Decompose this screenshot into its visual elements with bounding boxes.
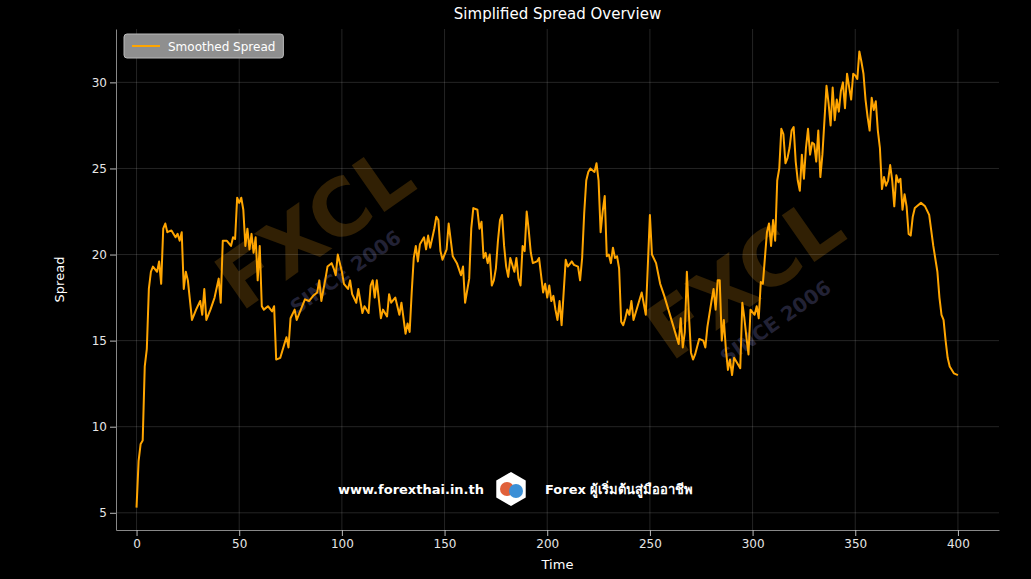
tick-label: 250 [639, 537, 662, 551]
title: Simplified Spread Overview [454, 5, 661, 23]
chart: FXCLSINCE 2006FXCLSINCE 2006050100150200… [0, 0, 1031, 579]
site-slogan: Forex ผู้เริ่มต้นสู่มืออาชีพ [545, 480, 693, 498]
tick-label: 50 [232, 537, 247, 551]
grid-line-y [116, 426, 999, 427]
tick: 5 [99, 506, 116, 520]
grid-line-x [957, 29, 958, 530]
background [0, 0, 1031, 579]
grid-line-y [116, 168, 999, 169]
grid-line-x [547, 29, 548, 530]
tick: 250 [639, 530, 662, 551]
x-axis: 0 50 100 150 200 250 300 350 400 [117, 530, 1000, 551]
tick-mark [547, 530, 548, 536]
grid-line-x [752, 29, 753, 530]
x-axis-title: Time [541, 557, 574, 572]
logo-badge [496, 472, 525, 506]
tick-label: 300 [742, 537, 765, 551]
tick: 50 [232, 530, 247, 551]
tick-label: 10 [92, 420, 107, 434]
tick: 400 [947, 530, 970, 551]
tick-mark [958, 530, 959, 536]
spread-line [137, 51, 958, 507]
tick-mark [855, 530, 856, 536]
logo-mark [509, 484, 523, 498]
tick-mark [110, 255, 116, 256]
tick-mark [110, 341, 116, 342]
tick: 10 [92, 420, 116, 434]
grid-line-x [239, 29, 240, 530]
tick-label: 400 [947, 537, 970, 551]
site-url: www.forexthai.in.th [338, 482, 484, 497]
legend-label: Smoothed Spread [168, 40, 275, 54]
tick: 0 [133, 530, 141, 551]
tick-label: 350 [844, 537, 867, 551]
tick-mark [110, 82, 116, 83]
grid-line-y [116, 340, 999, 341]
tick-mark [753, 530, 754, 536]
grid-line-y [116, 82, 999, 83]
tick-label: 100 [331, 537, 354, 551]
tick: 350 [844, 530, 867, 551]
axis-line [117, 530, 1000, 531]
tick: 25 [92, 162, 116, 176]
legend: Smoothed Spread [124, 34, 283, 58]
tick-label: 0 [133, 537, 141, 551]
tick: 300 [742, 530, 765, 551]
tick-label: 5 [99, 506, 107, 520]
watermark-since: SINCE 2006 [716, 275, 836, 369]
tick-mark [110, 427, 116, 428]
tick-label: 150 [434, 537, 457, 551]
watermark-logo: FXCL [630, 179, 860, 378]
grid [116, 29, 999, 530]
tick-mark [110, 513, 116, 514]
legend-swatch [132, 45, 160, 47]
grid-line-x [136, 29, 137, 530]
tick-mark [445, 530, 446, 536]
tick-label: 25 [92, 162, 107, 176]
tick-label: 30 [92, 76, 107, 90]
grid-line-x [855, 29, 856, 530]
plot-area [137, 51, 958, 507]
tick-mark [110, 168, 116, 169]
tick-mark [137, 530, 138, 536]
tick: 200 [536, 530, 559, 551]
tick: 100 [331, 530, 354, 551]
tick: 30 [92, 76, 116, 90]
legend-box [124, 34, 283, 58]
grid-line-x [444, 29, 445, 530]
tick: 20 [92, 248, 116, 262]
y-axis: 5 10 15 20 25 30 [92, 30, 117, 531]
tick-label: 20 [92, 248, 107, 262]
grid-line-y [116, 254, 999, 255]
tick: 15 [92, 334, 116, 348]
tick-mark [650, 530, 651, 536]
tick: 150 [434, 530, 457, 551]
grid-line-y [116, 512, 999, 513]
grid-line-x [649, 29, 650, 530]
y-axis-title: Spread [52, 257, 67, 303]
tick-label: 15 [92, 334, 107, 348]
watermark: FXCLSINCE 2006 [630, 179, 872, 395]
tick-mark [342, 530, 343, 536]
axis-line [116, 30, 117, 531]
tick-mark [239, 530, 240, 536]
tick-label: 200 [536, 537, 559, 551]
